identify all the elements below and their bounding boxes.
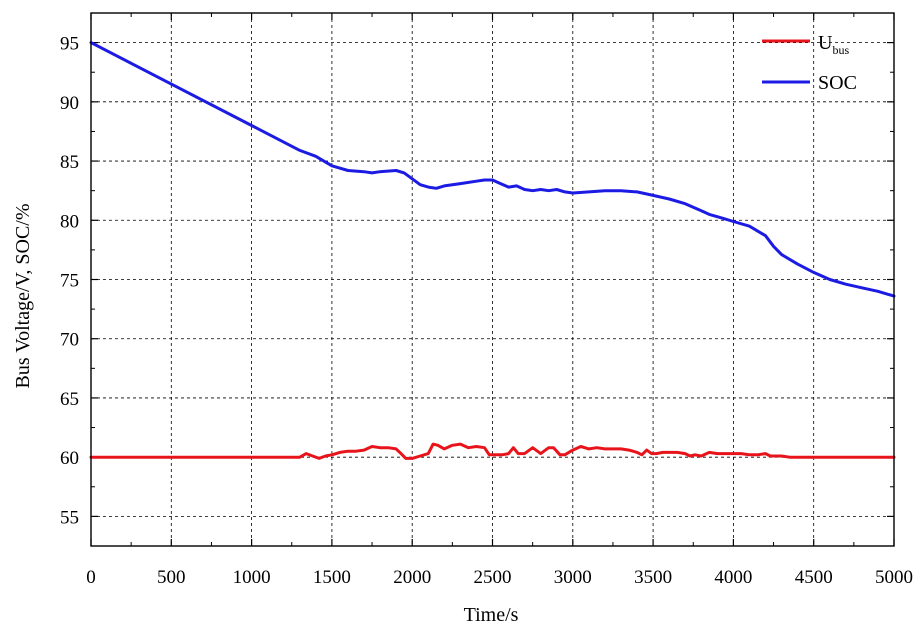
y-tick-label: 55 [60, 507, 79, 528]
x-tick-label: 5000 [875, 567, 913, 588]
y-tick-label: 60 [60, 448, 79, 469]
x-tick-label: 2000 [393, 567, 431, 588]
y-tick-labels: 55 60 65 70 75 80 85 90 95 [60, 34, 79, 529]
plot-frame [90, 12, 895, 547]
y-axis-title: Bus Voltage/V, SOC/% [12, 203, 34, 388]
legend-label-ubus-sub: bus [832, 43, 849, 57]
x-tick-label: 4000 [714, 567, 752, 588]
y-tick-label: 75 [60, 271, 79, 292]
series-lines [89, 41, 896, 460]
y-tick-label: 80 [60, 211, 79, 232]
x-tick-label: 3500 [634, 567, 672, 588]
x-tick-label: 4500 [795, 567, 833, 588]
series-line-soc [89, 41, 896, 298]
x-tick-label: 500 [157, 567, 186, 588]
legend: Ubus SOC [762, 32, 857, 94]
x-tick-labels: 0 500 1000 1500 2000 2500 3000 3500 4000 4500 5000 [86, 567, 913, 588]
x-tick-label: 3000 [554, 567, 592, 588]
legend-label-ubus: Ubus [818, 32, 849, 57]
legend-label-ubus-main: U [818, 32, 833, 54]
x-axis-title: Time/s [464, 604, 519, 626]
x-tick-label: 0 [86, 567, 96, 588]
y-tick-label: 90 [60, 93, 79, 114]
y-tick-label: 70 [60, 330, 79, 351]
series-line-u [89, 442, 896, 460]
grid-lines [91, 13, 894, 546]
y-tick-label: 95 [60, 34, 79, 55]
y-tick-label: 65 [60, 389, 79, 410]
legend-label-soc: SOC [818, 72, 857, 94]
x-tick-label: 2500 [474, 567, 512, 588]
x-tick-label: 1500 [313, 567, 351, 588]
y-tick-label: 85 [60, 152, 79, 173]
x-tick-label: 1000 [233, 567, 271, 588]
